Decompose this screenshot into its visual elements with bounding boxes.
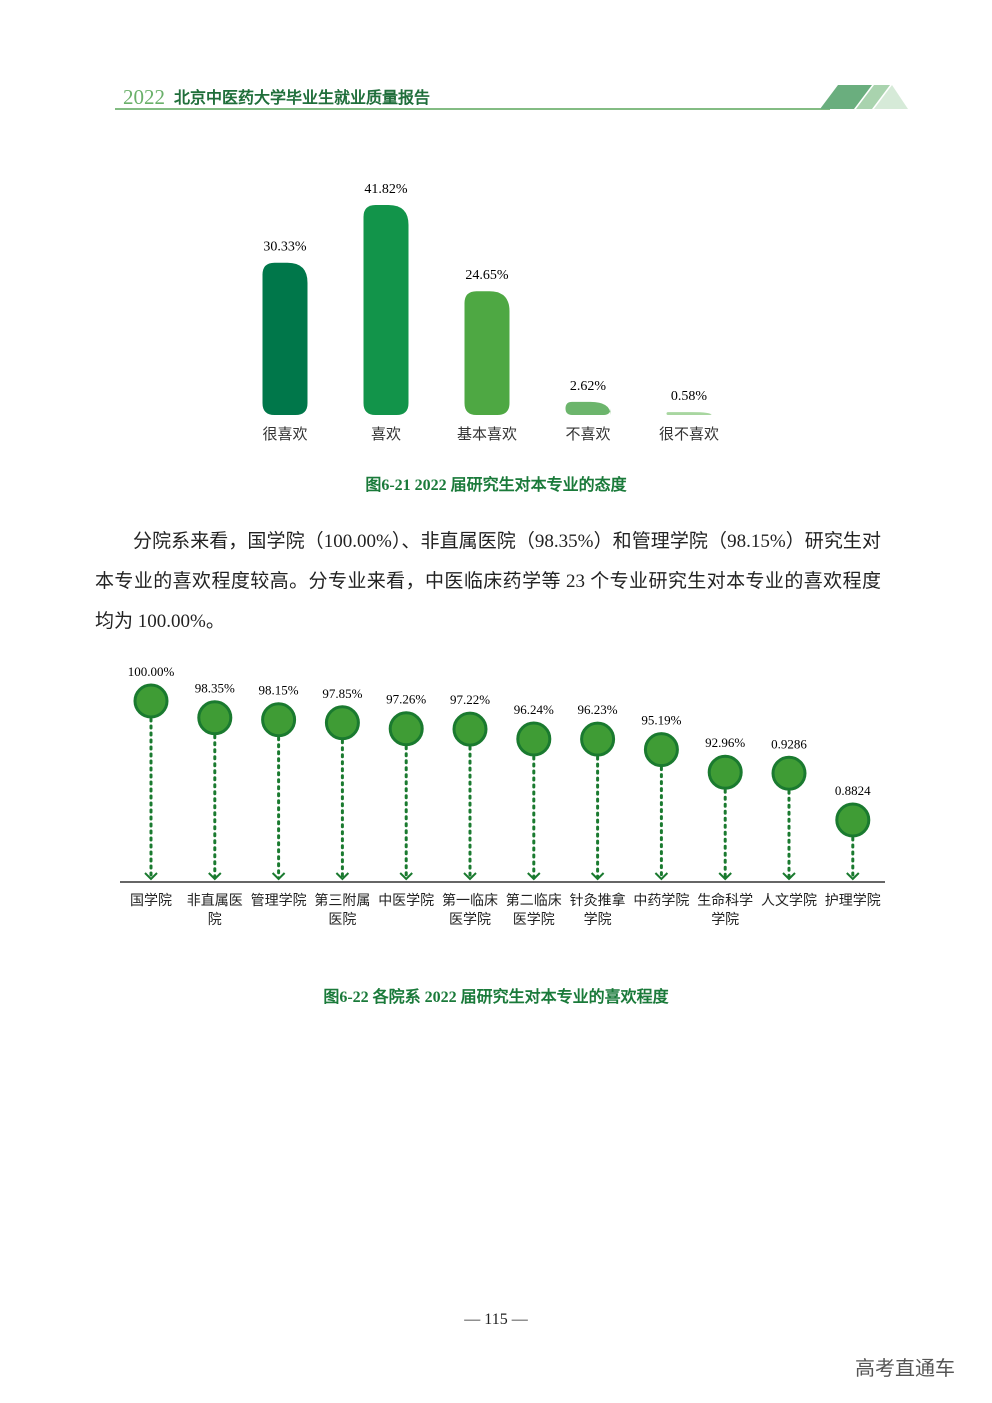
arrow-head [527, 872, 541, 881]
bar [666, 412, 712, 415]
arrow-head [335, 872, 350, 881]
value-label: 98.35% [195, 681, 235, 696]
dot [643, 732, 679, 768]
category-label: 喜欢 [371, 426, 401, 443]
value-label: 96.23% [578, 702, 618, 717]
figure-caption: 图6-21 2022 届研究生对本专业的态度 [365, 477, 627, 494]
dot [197, 700, 233, 736]
category-label: 护理学院 [824, 894, 881, 909]
category-label: 非直属医院 [186, 894, 243, 928]
value-label: 0.58% [671, 389, 708, 404]
bar [363, 205, 409, 415]
category-label: 管理学院 [250, 894, 307, 909]
arrow-head [718, 872, 732, 881]
dot [452, 711, 488, 747]
header-year: 2022 [123, 85, 165, 109]
value-label: 2.62% [570, 379, 607, 394]
dot [707, 754, 743, 790]
category-label: 很喜欢 [262, 426, 307, 443]
arrow-head [208, 872, 222, 881]
category-label: 国学院 [130, 894, 172, 909]
value-label: 41.82% [364, 182, 408, 197]
dot [580, 721, 616, 757]
value-label: 97.85% [322, 686, 362, 701]
category-label: 很不喜欢 [659, 426, 719, 443]
value-label: 30.33% [263, 240, 307, 255]
category-label: 第一临床医学院 [442, 894, 498, 928]
arrow-head [463, 872, 477, 881]
header-deco [874, 85, 908, 109]
page-number: — 115 — [464, 1311, 528, 1328]
category-label: 第三附属医院 [314, 894, 371, 928]
category-label: 第二临床医学院 [505, 894, 562, 928]
category-label: 中药学院 [633, 894, 690, 909]
arrow-head [782, 872, 796, 881]
bar [262, 262, 308, 415]
value-label: 98.15% [259, 683, 299, 698]
value-label: 0.8824 [835, 783, 871, 798]
chart-1: 30.33% 很喜欢 41.82% 喜欢 24.65% 基本喜欢 2.62% 不喜欢 0.58%… [262, 182, 719, 443]
bar [464, 291, 510, 415]
category-label: 基本喜欢 [457, 426, 517, 443]
value-label: 92.96% [705, 735, 745, 750]
value-label: 0.9286 [771, 736, 807, 751]
value-label: 24.65% [465, 268, 509, 283]
header-deco [856, 85, 890, 109]
value-label: 96.24% [514, 702, 554, 717]
arrow-head [399, 872, 413, 881]
dot [516, 721, 552, 757]
value-label: 97.26% [386, 692, 426, 707]
chart-2: 100.00% 98.35% 98.15% 97.85% 97.26% 97.22% 96.… [120, 664, 885, 883]
dot [771, 755, 807, 791]
value-label: 100.00% [128, 664, 175, 679]
dot [388, 711, 424, 747]
category-label: 人文学院 [761, 894, 817, 909]
header: 2022 北京中医药大学毕业生就业质量报告 [115, 85, 908, 110]
arrow-head [846, 872, 860, 881]
dot [133, 683, 169, 719]
value-label: 97.22% [450, 692, 490, 707]
figure-caption: 图6-22 各院系 2022 届研究生对本专业的喜欢程度 [323, 989, 669, 1006]
bar [565, 401, 611, 415]
watermark: 高考直通车 [855, 1356, 955, 1380]
arrow-head [654, 872, 669, 881]
dot [835, 802, 871, 838]
header-title: 北京中医药大学毕业生就业质量报告 [174, 88, 430, 107]
dot [261, 702, 297, 738]
category-label: 生命科学学院 [697, 894, 754, 928]
arrow-head [144, 872, 158, 881]
arrow-head [590, 872, 605, 881]
header-deco [820, 85, 872, 109]
category-label: 针灸推拿学院 [569, 894, 626, 928]
arrow-head [271, 872, 286, 881]
dot [324, 705, 360, 741]
category-label: 中医学院 [378, 894, 435, 909]
value-label: 95.19% [641, 713, 681, 728]
category-label: 不喜欢 [565, 426, 610, 443]
paragraph: 分院系来看，国学院（100.00%）、非直属医院（98.35%）和管理学院（98… [95, 531, 881, 632]
